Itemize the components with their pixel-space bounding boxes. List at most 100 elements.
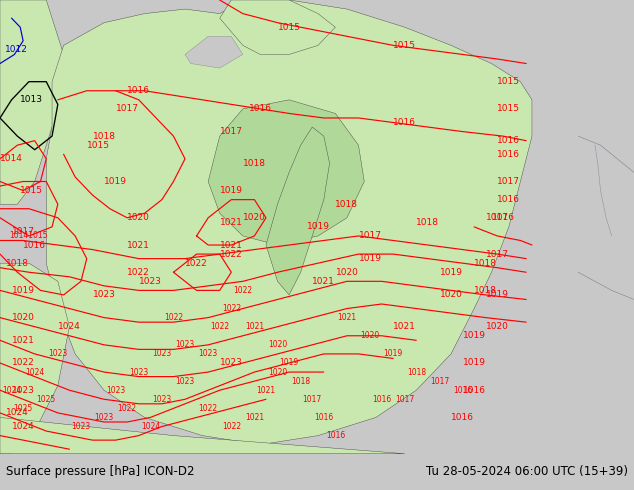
Text: 1018: 1018 xyxy=(335,200,358,209)
Polygon shape xyxy=(220,0,335,54)
Text: 1023: 1023 xyxy=(94,413,113,422)
Text: 1019: 1019 xyxy=(306,222,330,231)
Text: 1017: 1017 xyxy=(359,231,382,241)
Text: 1019: 1019 xyxy=(384,349,403,358)
Text: 1023: 1023 xyxy=(139,277,162,286)
Text: 1024: 1024 xyxy=(141,422,160,431)
Text: 1019: 1019 xyxy=(11,286,35,295)
Text: 1016: 1016 xyxy=(497,150,521,159)
Text: 1015: 1015 xyxy=(20,186,43,195)
Text: 1016: 1016 xyxy=(127,86,150,95)
Text: 1018: 1018 xyxy=(93,132,115,141)
Text: 1021: 1021 xyxy=(11,336,35,345)
Text: 1021: 1021 xyxy=(245,322,264,331)
Text: 1023: 1023 xyxy=(93,291,115,299)
Text: 1019: 1019 xyxy=(280,359,299,368)
Text: 1024: 1024 xyxy=(2,386,21,395)
Text: Tu 28-05-2024 06:00 UTC (15+39): Tu 28-05-2024 06:00 UTC (15+39) xyxy=(425,466,628,478)
Text: 1019: 1019 xyxy=(104,177,127,186)
Text: 1019: 1019 xyxy=(359,254,382,263)
Text: 1017: 1017 xyxy=(486,249,508,259)
Text: 1018: 1018 xyxy=(474,286,497,295)
Text: 1023: 1023 xyxy=(220,359,243,368)
Text: 1022: 1022 xyxy=(210,322,230,331)
Text: 1020: 1020 xyxy=(268,341,287,349)
Text: 1022: 1022 xyxy=(118,404,137,413)
Text: 1017: 1017 xyxy=(220,127,243,136)
Text: 1016: 1016 xyxy=(497,195,521,204)
Text: 1017: 1017 xyxy=(395,395,415,404)
Text: 1019: 1019 xyxy=(463,359,486,368)
Text: 1021: 1021 xyxy=(337,313,356,322)
Text: 1015: 1015 xyxy=(278,23,301,32)
Text: 1024: 1024 xyxy=(12,422,34,431)
Text: 10141015: 10141015 xyxy=(10,231,48,241)
Text: 1021: 1021 xyxy=(393,322,416,331)
Text: 1016: 1016 xyxy=(497,136,521,145)
Text: 1017: 1017 xyxy=(486,213,508,222)
Text: 1019: 1019 xyxy=(463,331,486,340)
Text: 1016: 1016 xyxy=(453,386,472,395)
Text: 1020: 1020 xyxy=(127,213,150,222)
Polygon shape xyxy=(0,0,63,204)
Text: 1016: 1016 xyxy=(372,395,391,404)
Text: 1022: 1022 xyxy=(127,268,150,277)
Text: 1022: 1022 xyxy=(198,404,217,413)
Text: 1016: 1016 xyxy=(393,118,417,127)
Text: 1018: 1018 xyxy=(291,377,310,386)
Text: 1021: 1021 xyxy=(313,277,335,286)
Text: 1021: 1021 xyxy=(220,241,243,249)
Text: 1017: 1017 xyxy=(430,377,449,386)
Text: 1016: 1016 xyxy=(463,386,486,395)
Text: 1016: 1016 xyxy=(326,431,345,440)
Text: 1022: 1022 xyxy=(164,313,183,322)
Text: 1022: 1022 xyxy=(233,286,252,295)
Text: 1022: 1022 xyxy=(222,422,241,431)
Text: 1015: 1015 xyxy=(87,141,110,150)
Text: 1022: 1022 xyxy=(185,259,208,268)
Text: 1018: 1018 xyxy=(243,159,266,168)
Text: 1020: 1020 xyxy=(335,268,358,277)
Text: 1016: 1016 xyxy=(314,413,333,422)
Text: 1023: 1023 xyxy=(152,349,172,358)
Text: 1018: 1018 xyxy=(407,368,426,377)
Text: 1019: 1019 xyxy=(486,291,508,299)
Text: 1017: 1017 xyxy=(497,177,521,186)
Text: 1020: 1020 xyxy=(11,313,35,322)
Text: 1021: 1021 xyxy=(220,218,243,227)
Text: 1021: 1021 xyxy=(127,241,150,249)
Text: 1021: 1021 xyxy=(256,386,276,395)
Text: 1017: 1017 xyxy=(302,395,322,404)
Text: 1022: 1022 xyxy=(222,304,241,313)
Polygon shape xyxy=(0,417,404,454)
Text: 1023: 1023 xyxy=(152,395,172,404)
Text: 1020: 1020 xyxy=(360,331,380,340)
Text: 1017: 1017 xyxy=(11,227,35,236)
Text: Surface pressure [hPa] ICON-D2: Surface pressure [hPa] ICON-D2 xyxy=(6,466,195,478)
Text: 1016: 1016 xyxy=(23,241,46,249)
Text: 1016: 1016 xyxy=(249,104,272,113)
Polygon shape xyxy=(266,127,330,295)
Text: 1020: 1020 xyxy=(243,213,266,222)
Text: 1017: 1017 xyxy=(116,104,139,113)
Polygon shape xyxy=(185,36,243,68)
Text: 1025: 1025 xyxy=(13,404,33,413)
Text: 1015: 1015 xyxy=(497,77,521,86)
Text: 1023: 1023 xyxy=(129,368,148,377)
Text: 1022: 1022 xyxy=(220,249,243,259)
Text: 1019: 1019 xyxy=(439,268,462,277)
Text: 1012: 1012 xyxy=(4,46,28,54)
Text: 1020: 1020 xyxy=(439,291,462,299)
Text: 1023: 1023 xyxy=(176,341,195,349)
Text: 1016: 1016 xyxy=(451,413,474,422)
Text: 1023: 1023 xyxy=(106,386,126,395)
Text: 1020: 1020 xyxy=(486,322,508,331)
Text: 1021: 1021 xyxy=(245,413,264,422)
Text: 1019: 1019 xyxy=(220,186,243,195)
Text: 1023: 1023 xyxy=(71,422,91,431)
Text: 1023: 1023 xyxy=(198,349,218,358)
Text: 1014: 1014 xyxy=(0,154,23,163)
Text: 1015: 1015 xyxy=(393,41,417,50)
Polygon shape xyxy=(0,263,69,454)
Text: 1018: 1018 xyxy=(474,259,497,268)
